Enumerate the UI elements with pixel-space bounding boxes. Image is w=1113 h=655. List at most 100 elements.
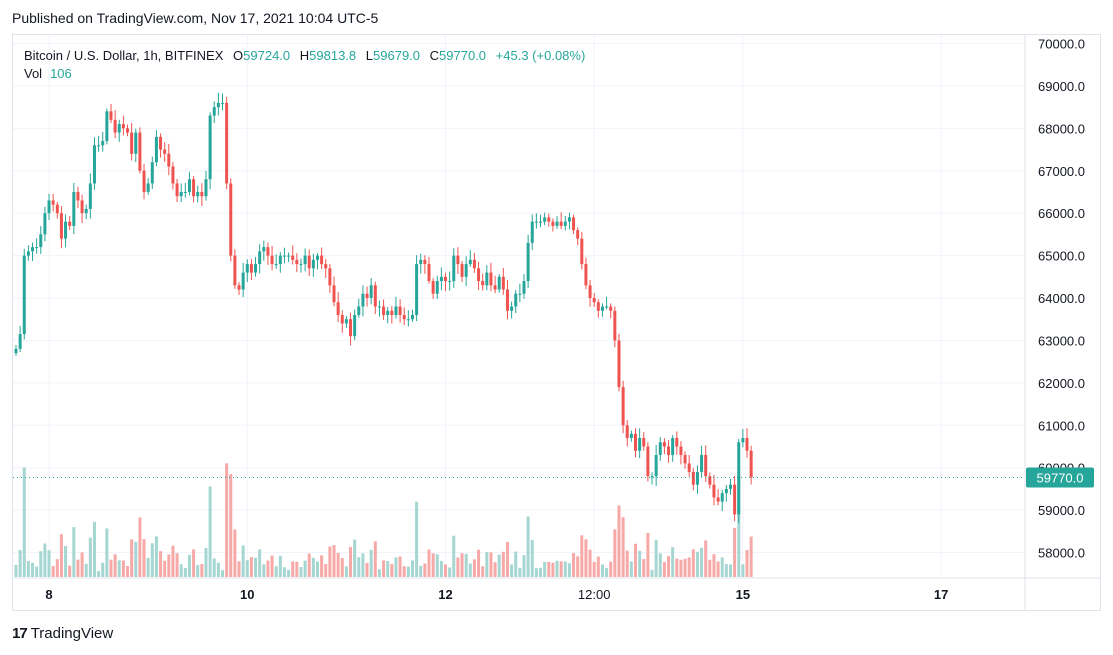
volume-bar-173 [728,564,732,577]
volume-bar-142 [600,564,604,577]
volume-bar-40 [179,564,183,577]
volume-bar-115 [489,552,493,577]
candle-11 [59,206,63,249]
candle-125 [530,214,534,250]
candle-42 [187,171,191,196]
candle-147 [621,380,625,434]
candle-158 [667,439,671,463]
volume-bar-131 [555,560,559,577]
volume-bar-148 [625,550,629,577]
y-tick-label-12: 70000.0 [1038,36,1085,51]
candle-126 [534,213,538,229]
candle-119 [505,280,509,320]
candle-89 [382,299,386,321]
candle-24 [113,110,117,139]
volume-bar-15 [76,559,80,577]
candle-17 [84,204,88,220]
volume-bar-150 [634,543,637,577]
volume-bar-22 [105,528,109,577]
volume-bar-145 [613,529,617,577]
candle-105 [448,271,452,291]
volume-bar-124 [526,516,530,577]
candle-3 [26,245,30,261]
volume-bar-62 [270,555,274,577]
close-label: C [429,48,440,63]
candle-23 [109,104,113,124]
volume-bar-138 [584,539,588,577]
candle-37 [167,143,171,176]
volume-bar-77 [332,545,336,577]
volume-bar-85 [365,562,369,577]
volume-bar-174 [733,527,737,577]
open-label: O [233,48,244,63]
x-tick-label-0: 8 [45,587,52,602]
volume-bar-42 [187,554,191,577]
volume-bar-24 [113,554,117,577]
footer[interactable]: 17 TradingView [12,625,113,642]
volume-bar-37 [167,554,171,577]
volume-bar-164 [691,549,695,577]
candle-146 [617,333,621,392]
volume-bar-136 [576,556,580,577]
volume-bar-33 [150,543,154,577]
candle-34 [154,129,158,167]
y-tick-label-7: 65000.0 [1038,249,1085,264]
candle-99 [423,255,427,274]
volume-bar-81 [349,547,353,577]
volume-bar-122 [518,567,522,577]
volume-bar-86 [369,549,373,577]
volume-bar-82 [353,539,357,577]
volume-bar-104 [444,564,448,577]
volume-bar-70 [303,560,307,577]
low-value: 59679.0 [373,48,421,63]
candle-54 [237,282,241,295]
y-tick-label-1: 59000.0 [1038,503,1085,518]
candle-169 [712,474,716,506]
volume-bar-94 [402,566,406,577]
volume-bar-51 [225,463,229,577]
change-value: +45.3 (+0.08%) [495,48,586,63]
volume-bar-72 [311,557,315,577]
volume-bar-25 [117,560,121,577]
volume-bar-17 [84,563,88,577]
candle-166 [700,445,704,478]
candle-74 [320,247,324,269]
candle-104 [444,272,448,292]
candle-101 [431,278,435,299]
candle-176 [741,429,745,448]
volume-bar-67 [291,561,295,577]
volume-bar-83 [357,557,361,577]
candle-141 [596,299,600,318]
candle-51 [225,96,229,190]
candle-149 [629,430,633,442]
volume-bar-73 [315,561,319,577]
candle-46 [204,171,208,201]
candle-142 [600,303,604,317]
candle-111 [472,252,476,273]
candle-72 [311,253,315,277]
volume-bar-129 [547,561,551,577]
candle-49 [216,92,220,116]
symbol-label: Bitcoin / U.S. Dollar, 1h, BITFINEX [24,48,224,63]
candle-117 [497,274,501,293]
volume-bar-177 [745,550,749,577]
volume-bar-126 [534,568,538,577]
volume-bar-34 [154,536,158,577]
candle-173 [728,478,732,495]
candle-40 [179,183,183,203]
candle-131 [555,216,559,229]
candle-64 [278,251,282,273]
candle-83 [357,298,361,318]
candle-70 [303,248,307,272]
volume-bar-36 [163,560,167,577]
candle-145 [613,306,617,348]
volume-bar-127 [539,567,543,577]
volume-bar-35 [159,551,163,577]
candle-39 [175,178,179,203]
candle-120 [510,301,514,319]
candle-106 [452,248,456,288]
candle-153 [646,442,650,482]
volume-bar-162 [683,558,687,577]
candle-1 [18,325,22,353]
